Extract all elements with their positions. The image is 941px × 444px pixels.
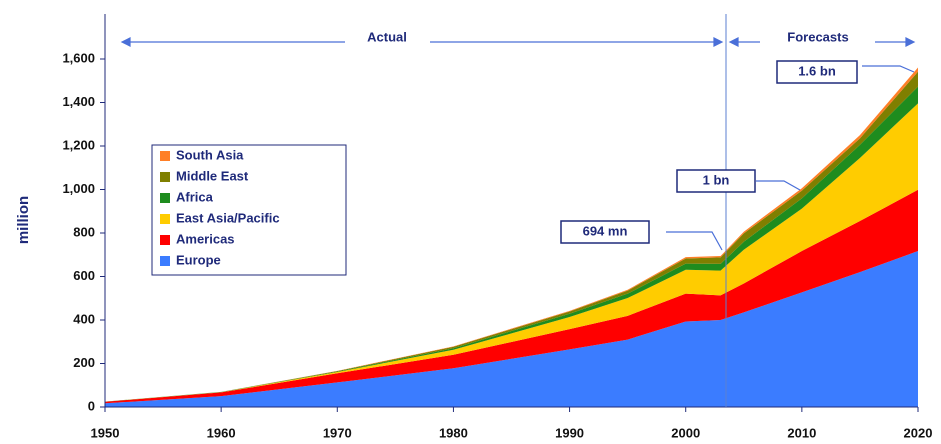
legend-swatch <box>160 214 170 224</box>
annotation: 1.6 bn <box>798 63 836 78</box>
legend-swatch <box>160 151 170 161</box>
x-tick-label: 1950 <box>91 425 120 440</box>
legend-label: Europe <box>176 252 221 267</box>
x-tick-label: 2020 <box>904 425 933 440</box>
legend-swatch <box>160 235 170 245</box>
y-tick-label: 1,400 <box>62 94 95 109</box>
x-tick-label: 2010 <box>787 425 816 440</box>
legend-label: Americas <box>176 231 235 246</box>
legend-label: Middle East <box>176 168 249 183</box>
x-tick-label: 1990 <box>555 425 584 440</box>
legend-label: East Asia/Pacific <box>176 210 280 225</box>
annotation: Forecasts <box>787 29 848 44</box>
legend-swatch <box>160 193 170 203</box>
y-tick-label: 0 <box>88 398 95 413</box>
y-tick-label: 600 <box>73 268 95 283</box>
y-tick-label: 800 <box>73 224 95 239</box>
chart: million 0 200 400 600 800 1,000 1,200 1,400 1,60… <box>0 0 941 444</box>
annotation: 694 mn <box>583 223 628 238</box>
y-tick-label: 1,600 <box>62 50 95 65</box>
y-axis-label: million <box>15 196 32 244</box>
annotation: Actual <box>367 29 407 44</box>
legend-label: Africa <box>176 189 214 204</box>
x-tick-label: 2000 <box>671 425 700 440</box>
legend-swatch <box>160 256 170 266</box>
legend-swatch <box>160 172 170 182</box>
x-tick-label: 1960 <box>207 425 236 440</box>
legend-label: South Asia <box>176 147 244 162</box>
y-tick-label: 400 <box>73 311 95 326</box>
x-tick-label: 1980 <box>439 425 468 440</box>
y-tick-label: 200 <box>73 355 95 370</box>
y-tick-label: 1,200 <box>62 137 95 152</box>
annotation: 1 bn <box>703 172 730 187</box>
y-tick-label: 1,000 <box>62 181 95 196</box>
x-tick-label: 1970 <box>323 425 352 440</box>
